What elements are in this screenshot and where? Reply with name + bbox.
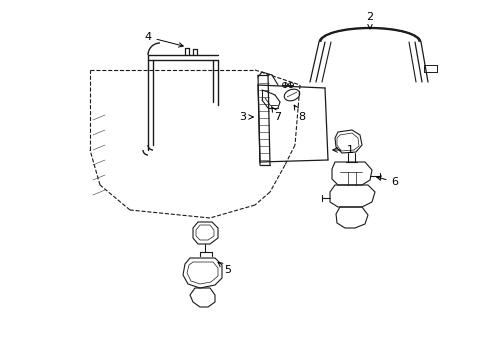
Text: 3: 3 <box>239 112 253 122</box>
Text: 4: 4 <box>144 32 183 47</box>
Text: 5: 5 <box>218 262 231 275</box>
Text: 1: 1 <box>332 145 353 155</box>
Text: 6: 6 <box>376 176 398 187</box>
Text: 2: 2 <box>366 12 373 29</box>
Text: 8: 8 <box>294 105 305 122</box>
Text: 7: 7 <box>271 107 281 122</box>
